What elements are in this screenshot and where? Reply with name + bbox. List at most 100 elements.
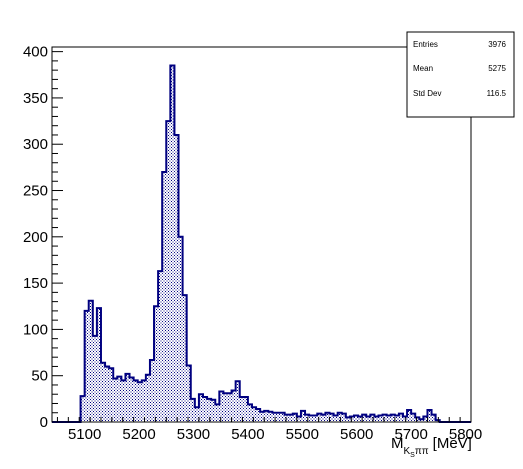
x-axis-title-sub1: K [404,446,411,457]
stats-stddev-label: Std Dev [413,89,441,98]
histogram-bin [109,368,114,422]
x-axis-title-subsub: S [410,452,415,459]
x-axis-title-sub2: ππ [415,446,429,457]
histogram-bin [284,414,289,422]
histogram-bin [84,310,89,422]
histogram-bin [386,415,391,422]
histogram-bin [194,407,199,422]
y-axis-ticks: 0 50 100 150 200 250 300 350 400 [23,44,63,431]
y-tick-label: 250 [23,183,48,200]
histogram-bin [337,412,342,422]
histogram-bin [190,398,195,422]
histogram-bin [390,414,395,422]
x-tick-label: 5200 [122,426,155,443]
histogram-bin [133,380,138,422]
stats-mean-label: Mean [413,64,433,73]
histogram-bin [215,404,220,422]
histogram-bin [341,413,346,422]
histogram-bin [137,382,142,422]
histogram-bin [80,396,85,422]
histogram-bin [419,419,424,422]
histogram-bin [264,410,269,422]
histogram-bin [117,376,122,422]
histogram-bin [235,381,240,422]
histogram-bin [170,65,175,423]
histogram-bin [186,365,191,422]
histogram-bin [317,413,322,422]
histogram-bin [309,415,314,422]
x-tick-label: 5800 [449,426,482,443]
histogram-bin [121,380,126,422]
histogram-bins [80,65,440,423]
histogram-bin [149,359,155,422]
histogram-bin [166,121,171,422]
histogram-bin [349,416,355,422]
histogram-bin [239,397,244,422]
y-tick-label: 0 [40,414,48,431]
histogram-bin [407,409,412,422]
x-tick-label: 5500 [286,426,319,443]
stats-box: Entries 3976 Mean 5275 Std Dev 116.5 [406,31,515,118]
histogram-bin [260,411,265,422]
histogram-bin [96,308,101,422]
y-tick-label: 350 [23,90,48,107]
histogram-bin [313,415,318,422]
histogram-bin [145,374,150,422]
histogram-bin [354,415,359,422]
histogram-bin [329,413,334,422]
histogram-bin [174,134,179,422]
y-tick-label: 300 [23,136,48,153]
histogram-bin [178,236,183,422]
histogram-bin [211,399,216,422]
x-axis-title-unit: [MeV] [433,435,472,452]
histogram-bin [92,335,97,422]
x-tick-label: 5300 [177,426,210,443]
stats-entries-label: Entries [413,40,438,49]
x-tick-label: 5400 [231,426,264,443]
histogram-bin [423,416,428,422]
x-axis-title: MKSππ [MeV] [391,435,472,459]
histogram-bin [427,409,432,422]
histogram-bin [288,414,293,422]
histogram-bin [362,414,367,422]
stats-box-frame [406,31,515,118]
histogram-bin [398,413,403,422]
histogram-bin [431,414,436,422]
histogram-bin [198,394,203,422]
stats-entries-value: 3976 [488,40,506,49]
histogram-bin [158,271,163,422]
y-tick-label: 400 [23,44,48,61]
plot-frame [51,46,472,423]
histogram-bin [113,378,118,422]
x-tick-label: 5600 [340,426,373,443]
histogram-bin [394,415,399,422]
histogram-bin [223,393,228,422]
histogram-bin [292,413,297,422]
histogram-bin [415,417,420,422]
histogram-bin [370,414,375,422]
histogram-bin [402,416,408,422]
histogram-bin [276,412,281,422]
histogram-bin [227,393,232,422]
histogram-bin [141,380,146,422]
x-tick-label: 5700 [394,426,427,443]
histogram-bin [105,366,110,422]
histogram-bin [378,415,383,422]
y-tick-label: 100 [23,321,48,338]
histogram-bin [345,417,350,422]
histogram-bin [411,413,416,422]
histogram-bin [231,390,236,422]
histogram-bin [251,407,257,422]
histogram-bin [203,397,208,422]
histogram-bin [129,377,134,422]
x-tick-label: 5100 [68,426,101,443]
histogram-bin [207,398,212,422]
histogram-bin [100,362,106,422]
histogram-bin [321,414,326,422]
histogram-bin [358,416,363,422]
histogram-bin [247,404,252,422]
y-tick-label: 150 [23,275,48,292]
histogram-bin [305,414,310,422]
y-tick-label: 50 [31,368,48,385]
